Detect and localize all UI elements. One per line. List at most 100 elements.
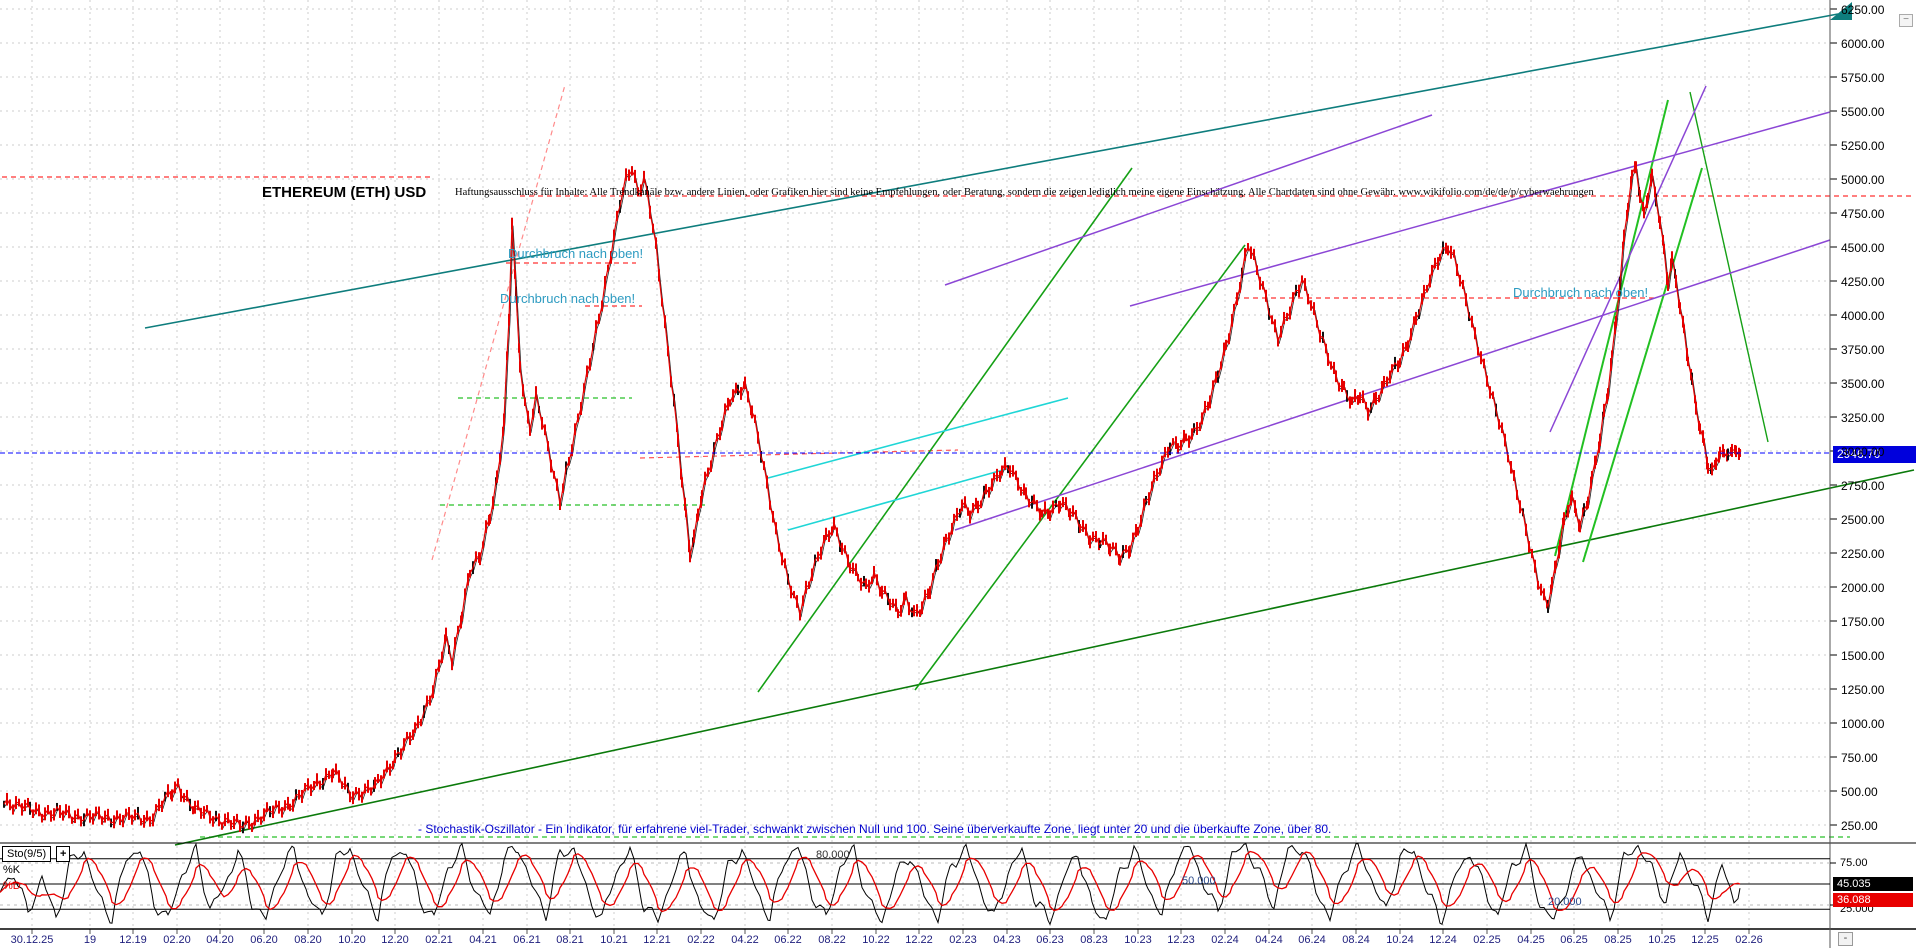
annotation-breakout-2: Durchbruch nach oben! bbox=[500, 291, 636, 306]
sto-level-50-label: 50.000 bbox=[1182, 875, 1216, 887]
trendline bbox=[1129, 111, 1831, 307]
sto-axis-75: 75.00 bbox=[1840, 857, 1868, 869]
sto-k-value-badge: 45.035 bbox=[1833, 877, 1913, 891]
time-axis-label: 08.21 bbox=[556, 934, 584, 946]
time-axis-label: 04.20 bbox=[206, 934, 234, 946]
price-axis-label: 2250.00 bbox=[1841, 547, 1885, 561]
trendline bbox=[1582, 167, 1703, 563]
time-axis-label: 02.26 bbox=[1735, 934, 1763, 946]
trendline bbox=[1549, 85, 1707, 433]
time-axis-label: 04.24 bbox=[1255, 934, 1283, 946]
time-axis-label: 12.21 bbox=[643, 934, 671, 946]
chart-title: ETHEREUM (ETH) USD bbox=[262, 184, 427, 201]
time-axis-label: 06.20 bbox=[250, 934, 278, 946]
price-axis-label: 1750.00 bbox=[1841, 615, 1885, 629]
drawn-dashed-line bbox=[639, 449, 959, 459]
price-axis-label: 5250.00 bbox=[1841, 139, 1885, 153]
time-axis-label: 08.20 bbox=[294, 934, 322, 946]
price-axis-label: 3250.00 bbox=[1841, 411, 1885, 425]
annotation-breakout-3: Durchbruch nach oben! bbox=[1513, 285, 1649, 300]
time-axis-label: 06.24 bbox=[1298, 934, 1326, 946]
time-axis-label: 30.12.25 bbox=[10, 934, 54, 946]
price-axis-label: 1000.00 bbox=[1841, 717, 1885, 731]
price-axis-label: 4750.00 bbox=[1841, 207, 1885, 221]
price-axis-label: 6000.00 bbox=[1841, 37, 1885, 51]
price-axis-label: 2000.00 bbox=[1841, 581, 1885, 595]
trendline bbox=[914, 244, 1246, 691]
percent-d-label: %D bbox=[3, 880, 21, 892]
price-axis-label: 6250.00 bbox=[1841, 3, 1885, 17]
time-axis-label: 04.21 bbox=[469, 934, 497, 946]
sto-d-value-badge: 36.088 bbox=[1833, 893, 1913, 907]
price-axis-label: 3000.00 bbox=[1841, 445, 1885, 459]
price-axis-label: 500.00 bbox=[1841, 785, 1878, 799]
time-axis-label: 02.25 bbox=[1473, 934, 1501, 946]
stochastic-d-line bbox=[0, 850, 1741, 913]
trendline-arrowhead bbox=[1830, 2, 1852, 20]
sto-level-20-label: 20.000 bbox=[1548, 896, 1582, 908]
time-axis-label: 08.24 bbox=[1342, 934, 1370, 946]
zoom-out-button[interactable]: - bbox=[1838, 932, 1853, 946]
trendline bbox=[787, 467, 1011, 531]
time-axis-label: 19 bbox=[83, 934, 97, 946]
time-axis-label: 08.25 bbox=[1604, 934, 1632, 946]
time-axis-label: 04.23 bbox=[993, 934, 1021, 946]
trendline bbox=[1689, 91, 1769, 443]
time-axis-label: 02.23 bbox=[949, 934, 977, 946]
time-axis-label: 04.25 bbox=[1517, 934, 1545, 946]
price-axis-label: 5750.00 bbox=[1841, 71, 1885, 85]
add-indicator-button[interactable]: + bbox=[56, 846, 71, 862]
price-axis-label: 4000.00 bbox=[1841, 309, 1885, 323]
time-axis-label: 12.23 bbox=[1167, 934, 1195, 946]
price-axis-label: 250.00 bbox=[1841, 819, 1878, 833]
trendline bbox=[944, 114, 1433, 286]
drawn-dashed-line bbox=[431, 84, 566, 561]
trendline bbox=[1554, 99, 1669, 557]
price-axis-label: 2500.00 bbox=[1841, 513, 1885, 527]
time-axis-label: 10.23 bbox=[1124, 934, 1152, 946]
stochastic-indicator-label[interactable]: Sto(9/5) bbox=[2, 846, 52, 862]
price-axis-label: 750.00 bbox=[1841, 751, 1878, 765]
current-price-badge: 2946.70 bbox=[1833, 446, 1916, 463]
stochastic-k-line bbox=[0, 841, 1741, 926]
time-axis-label: 12.20 bbox=[381, 934, 409, 946]
price-axis-label: 2750.00 bbox=[1841, 479, 1885, 493]
time-axis-label: 06.25 bbox=[1560, 934, 1588, 946]
time-axis-label: 06.22 bbox=[774, 934, 802, 946]
time-axis-label: 08.23 bbox=[1080, 934, 1108, 946]
price-axis-label: 4250.00 bbox=[1841, 275, 1885, 289]
time-axis-label: 10.22 bbox=[862, 934, 890, 946]
time-axis-label: 12.24 bbox=[1429, 934, 1457, 946]
time-axis-label: 10.21 bbox=[600, 934, 628, 946]
time-axis-label: 06.23 bbox=[1036, 934, 1064, 946]
sto-level-80-label: 80.000 bbox=[816, 849, 850, 861]
collapse-pane-button[interactable]: − bbox=[1899, 14, 1913, 27]
price-axis-label: 1250.00 bbox=[1841, 683, 1885, 697]
time-axis-label: 10.24 bbox=[1386, 934, 1414, 946]
price-axis-label: 3500.00 bbox=[1841, 377, 1885, 391]
price-axis-label: 5000.00 bbox=[1841, 173, 1885, 187]
candle-shadow-path bbox=[4, 168, 1742, 831]
time-axis-label: 10.20 bbox=[338, 934, 366, 946]
time-axis-label: 12.22 bbox=[905, 934, 933, 946]
stochastic-description: - Stochastik-Oszillator - Ein Indikator,… bbox=[418, 822, 1332, 836]
disclaimer-text: Haftungsausschluss für Inhalte: Alle Tre… bbox=[455, 187, 1594, 198]
trendline bbox=[954, 239, 1831, 531]
price-axis-label: 5500.00 bbox=[1841, 105, 1885, 119]
trendline bbox=[174, 469, 1915, 846]
time-axis-label: 02.24 bbox=[1211, 934, 1239, 946]
time-axis-label: 04.22 bbox=[731, 934, 759, 946]
time-axis-label: 10.25 bbox=[1648, 934, 1676, 946]
trendline bbox=[767, 397, 1069, 479]
percent-k-label: %K bbox=[3, 864, 21, 876]
time-axis-label: 08.22 bbox=[818, 934, 846, 946]
price-axis-label: 4500.00 bbox=[1841, 241, 1885, 255]
price-path bbox=[3, 166, 1741, 829]
time-axis-label: 12.25 bbox=[1691, 934, 1719, 946]
annotation-breakout-1: Durchbruch nach oben! bbox=[508, 246, 644, 261]
time-axis-label: 02.22 bbox=[687, 934, 715, 946]
time-axis-label: 06.21 bbox=[513, 934, 541, 946]
time-axis-label: 02.20 bbox=[163, 934, 191, 946]
